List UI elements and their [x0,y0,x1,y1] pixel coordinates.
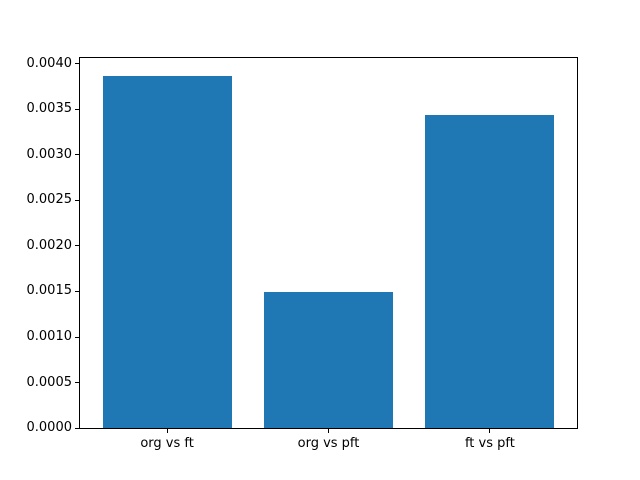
y-tick-label-0.0040: 0.0040 [26,55,73,71]
y-tick-mark [75,290,79,292]
x-tick-label-ft-vs-pft: ft vs pft [464,436,515,451]
y-tick-label-0.0010: 0.0010 [26,329,73,344]
x-tick-mark [328,429,329,433]
bar-org-vs-pft [264,292,394,428]
bar-ft-vs-pft [425,114,555,428]
x-tick-mark [166,429,168,433]
y-tick-mark [75,336,79,338]
y-tick-label-0.0000: 0.0000 [26,420,73,435]
y-tick-mark [75,382,79,383]
y-tick-label-0.0030: 0.0030 [26,146,73,162]
y-tick-label-0.0005: 0.0005 [26,374,73,390]
y-tick-label-0.0025: 0.0025 [26,192,73,208]
y-tick-mark [75,245,79,247]
y-tick-mark [75,427,79,429]
y-tick-mark [75,108,79,110]
y-tick-mark [75,154,79,156]
y-tick-label-0.0015: 0.0015 [26,283,73,299]
x-tick-label-org-vs-pft: org vs pft [297,436,360,451]
y-tick-mark [75,63,79,65]
plot-area [79,57,578,429]
y-tick-label-0.0035: 0.0035 [26,101,73,117]
y-tick-label-0.0020: 0.0020 [26,237,73,253]
x-tick-mark [489,429,491,433]
y-tick-mark [75,199,79,201]
bar-org-vs-ft [102,75,232,428]
x-tick-label-org-vs-ft: org vs ft [140,436,194,451]
